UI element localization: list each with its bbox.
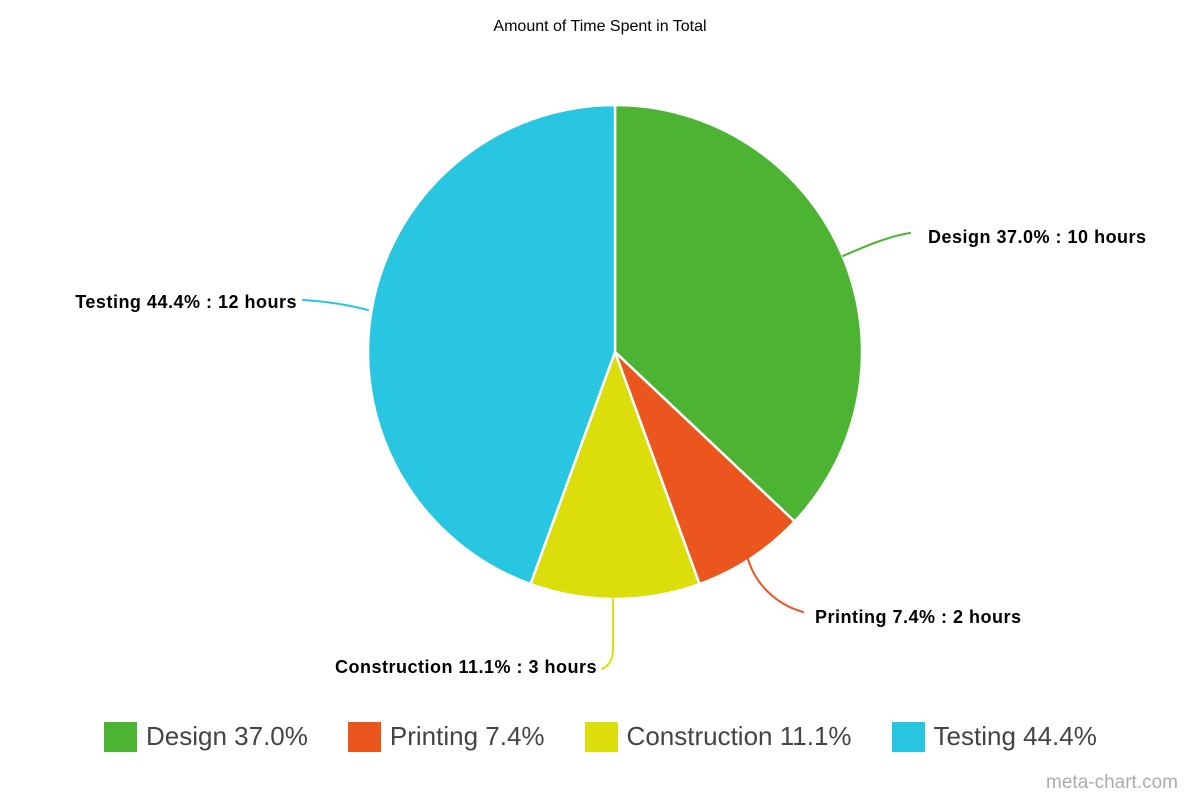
pie-slice-printing	[613, 350, 796, 586]
leader-line-design	[842, 232, 911, 257]
leader-line-testing	[302, 299, 369, 311]
callout-label-testing: Testing 44.4% : 12 hours	[75, 292, 297, 312]
callout-label-design: Design 37.0% : 10 hours	[928, 227, 1147, 247]
legend-label-printing: Printing 7.4%	[389, 721, 545, 751]
legend-swatch-construction	[584, 721, 618, 752]
legend: Design 37.0% Printing 7.4% Construction 11…	[104, 721, 1097, 752]
callout-label-printing: Printing 7.4% : 2 hours	[815, 607, 1022, 627]
legend-label-design: Design 37.0%	[146, 721, 308, 751]
leader-line-construction	[601, 598, 614, 670]
callout-label-construction: Construction 11.1% : 3 hours	[335, 657, 597, 677]
legend-label-construction: Construction 11.1%	[626, 721, 852, 751]
chart-title: Amount of Time Spent in Total	[493, 18, 707, 35]
legend-swatch-testing	[891, 721, 925, 752]
legend-item-printing: Printing 7.4%	[347, 721, 545, 752]
legend-item-construction: Construction 11.1%	[584, 721, 852, 752]
legend-item-design: Design 37.0%	[104, 721, 308, 752]
legend-label-testing: Testing 44.4%	[933, 721, 1097, 751]
watermark: meta-chart.com	[1046, 772, 1178, 793]
legend-item-testing: Testing 44.4%	[891, 721, 1097, 752]
pie-slice-construction	[529, 350, 701, 601]
leader-line-printing	[747, 558, 804, 613]
pie-slice-design	[613, 103, 864, 523]
pie-slice-testing	[366, 103, 617, 586]
legend-swatch-design	[104, 721, 137, 752]
legend-swatch-printing	[347, 721, 381, 752]
